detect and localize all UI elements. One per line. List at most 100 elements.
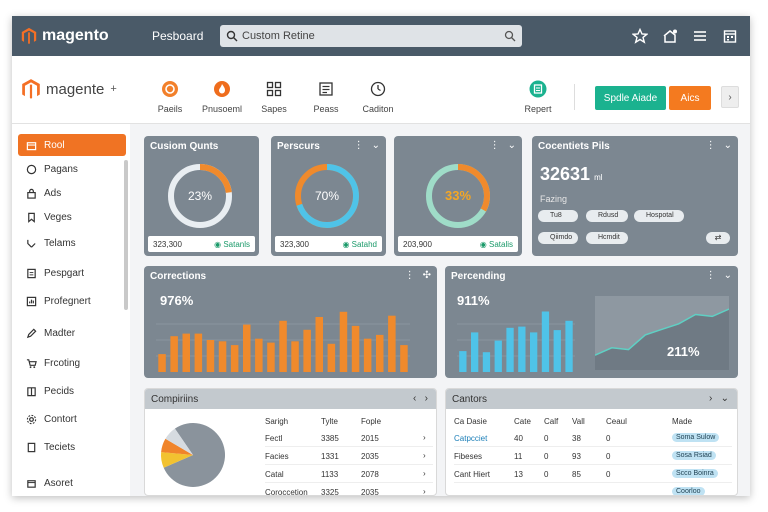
bar[interactable] xyxy=(459,351,467,372)
search-submit-icon[interactable] xyxy=(504,30,516,42)
card-menu[interactable]: ⋮ ⌄ xyxy=(354,140,380,151)
bar[interactable] xyxy=(565,320,573,372)
table-row[interactable]: Fibeses 11 0 93 0 Sosa Rsiad xyxy=(454,449,732,465)
bar[interactable] xyxy=(530,332,538,372)
bar[interactable] xyxy=(388,315,396,372)
sidebar-item-madter[interactable]: Madter xyxy=(18,322,126,344)
bar[interactable] xyxy=(218,341,227,372)
add-icon[interactable]: + xyxy=(110,83,117,95)
bar[interactable] xyxy=(291,341,299,372)
bar[interactable] xyxy=(267,342,275,372)
chip[interactable]: Hospotal xyxy=(634,210,684,222)
pie-slice[interactable] xyxy=(161,438,193,455)
bar[interactable] xyxy=(494,340,502,372)
sidebar-item-frcoting[interactable]: Frcoting xyxy=(18,352,126,374)
secondary-logo[interactable]: magente + xyxy=(20,78,117,100)
sidebar-item-pespgart[interactable]: Pespgart xyxy=(18,262,126,284)
tool-caditon[interactable]: Caditon xyxy=(358,80,398,114)
chip[interactable]: Qiimdo xyxy=(538,232,578,244)
sidebar-item-rool[interactable]: Rool xyxy=(18,134,126,156)
bar[interactable] xyxy=(376,334,384,372)
bar[interactable] xyxy=(327,343,336,372)
search-bar[interactable]: Custom Retine xyxy=(220,25,522,47)
sidebar-item-teciets[interactable]: Teciets xyxy=(18,436,126,458)
pie-slice[interactable] xyxy=(163,422,226,487)
search-input[interactable]: Custom Retine xyxy=(242,30,315,42)
donut-value: 23% xyxy=(188,189,212,203)
tool-sapes[interactable]: Sapes xyxy=(254,80,294,114)
bar[interactable] xyxy=(482,352,491,372)
table-row[interactable]: Facies 1331 2035 › xyxy=(265,449,433,465)
bar[interactable] xyxy=(170,336,178,372)
sidebar-item-pagans[interactable]: Pagans xyxy=(18,158,126,180)
bar[interactable] xyxy=(206,340,215,372)
bar[interactable] xyxy=(351,325,360,372)
bar[interactable] xyxy=(471,332,479,372)
primary-orange-button[interactable]: Aics xyxy=(669,86,711,110)
sidebar-item-label: Veges xyxy=(44,211,72,223)
pie-slice[interactable] xyxy=(160,452,193,468)
primary-green-button[interactable]: Spdle Aiade xyxy=(595,86,666,110)
sidebar-item-telams[interactable]: Telams xyxy=(18,232,126,254)
tool-label: Caditon xyxy=(362,104,394,114)
footer-status[interactable]: ◉ Satalis xyxy=(479,239,513,249)
bar[interactable] xyxy=(303,329,311,372)
tool-paeils[interactable]: Paeils xyxy=(150,80,190,114)
more-button[interactable]: › xyxy=(721,86,739,108)
card-menu[interactable]: ⋮ ⌄ xyxy=(706,140,732,151)
calendar-icon[interactable] xyxy=(722,28,738,44)
bar[interactable] xyxy=(518,326,526,372)
bar[interactable] xyxy=(506,327,514,372)
top-logo[interactable]: magento xyxy=(20,27,140,45)
chevron-down-icon: ⌄ xyxy=(371,140,380,151)
chip[interactable]: Hcmdit xyxy=(586,232,628,244)
bar[interactable] xyxy=(363,338,372,372)
sidebar-item-contort[interactable]: Contort xyxy=(18,408,126,430)
bar[interactable] xyxy=(194,333,203,372)
expand-icon[interactable]: ⇄ xyxy=(706,232,730,244)
bar[interactable] xyxy=(400,345,408,372)
chip[interactable]: Rdusd xyxy=(586,210,628,222)
card-menu[interactable]: ⋮ ⌄ xyxy=(706,270,732,281)
card-nav[interactable]: ‹ › xyxy=(413,393,428,404)
sidebar-item-ads[interactable]: Ads xyxy=(18,182,126,204)
tool-peass[interactable]: Peass xyxy=(306,80,346,114)
bar[interactable] xyxy=(279,320,287,372)
star-icon[interactable] xyxy=(632,28,648,44)
table-row[interactable]: Fectl 3385 2015 › xyxy=(265,431,433,447)
bar[interactable] xyxy=(158,354,166,372)
footer-status[interactable]: ◉ Satanls xyxy=(214,239,250,249)
bar[interactable] xyxy=(553,330,561,372)
store-icon xyxy=(26,141,37,150)
bar[interactable] xyxy=(255,338,263,372)
sidebar-item-pecids[interactable]: Pecids xyxy=(18,380,126,402)
table-row[interactable]: Cant Hiert 13 0 85 0 Scco Boinra xyxy=(454,467,732,483)
bar[interactable] xyxy=(541,311,550,373)
card-menu[interactable]: ⋮ ⌄ xyxy=(490,140,516,151)
secondary-brand-text: magente xyxy=(46,80,105,98)
chart-icon xyxy=(26,296,37,306)
bar[interactable] xyxy=(315,317,324,372)
table-row[interactable]: Catpcciet 40 0 38 0 Soma Sulow xyxy=(454,431,732,447)
pie-slice[interactable] xyxy=(165,428,193,455)
card-menu[interactable]: ⋮ ✣ xyxy=(405,270,431,281)
table-row[interactable]: Coorloo xyxy=(454,485,732,495)
bar[interactable] xyxy=(182,333,191,372)
table-row[interactable]: Coroccetion 3325 2035 › xyxy=(265,487,426,496)
home-bell-icon[interactable] xyxy=(662,28,678,44)
footer-status[interactable]: ◉ Satahd xyxy=(342,239,377,249)
bar[interactable] xyxy=(339,311,348,372)
bar[interactable] xyxy=(230,345,239,372)
card-nav[interactable]: › ⌄ xyxy=(708,393,729,404)
menu-icon[interactable] xyxy=(692,28,708,44)
sidebar-scrollbar[interactable] xyxy=(124,160,128,310)
table-row[interactable]: Catal 1133 2078 › xyxy=(265,467,433,483)
sidebar-item-asoret[interactable]: Asoret xyxy=(18,472,126,494)
bar[interactable] xyxy=(243,324,251,372)
tool-pnusoeml[interactable]: Pnusoeml xyxy=(202,80,242,114)
sidebar-item-profegnert[interactable]: Profegnert xyxy=(18,290,126,312)
top-icons xyxy=(632,28,738,44)
chip[interactable]: Tu8 xyxy=(538,210,578,222)
report-button[interactable]: Repert xyxy=(518,80,558,114)
sidebar-item-veges[interactable]: Veges xyxy=(18,206,126,228)
